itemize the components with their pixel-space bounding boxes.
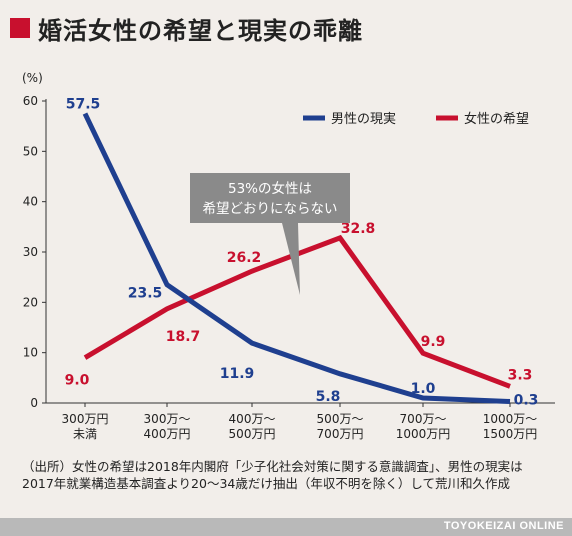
- y-tick-label: 50: [23, 144, 38, 158]
- title-bar: 婚活女性の希望と現実の乖離: [10, 10, 363, 46]
- callout-text: 53%の女性は: [228, 180, 312, 197]
- x-tick-label: 1500万円: [483, 427, 538, 441]
- data-label: 9.9: [421, 334, 446, 350]
- page-title: 婚活女性の希望と現実の乖離: [38, 16, 363, 45]
- footer-brand: TOYOKEIZAI ONLINE: [443, 520, 564, 532]
- x-tick-label: 未満: [73, 427, 97, 441]
- data-label: 18.7: [166, 329, 201, 345]
- data-label: 11.9: [220, 366, 255, 382]
- y-tick-label: 60: [23, 94, 38, 108]
- x-tick-label: 500万～: [317, 412, 364, 426]
- data-label: 57.5: [66, 97, 101, 113]
- data-label: 32.8: [341, 221, 376, 237]
- data-label: 9.0: [65, 373, 90, 389]
- y-unit-label: (%): [22, 71, 43, 85]
- x-tick-label: 700万円: [317, 427, 364, 441]
- data-label: 5.8: [316, 389, 341, 405]
- x-tick-label: 300万～: [144, 412, 191, 426]
- source-note: （出所）女性の希望は2018年内閣府「少子化社会対策に関する意識調査」、男性の現…: [22, 459, 523, 491]
- x-tick-label: 400万～: [229, 412, 276, 426]
- data-label: 26.2: [227, 250, 262, 266]
- y-tick-label: 0: [30, 396, 38, 410]
- y-tick-label: 40: [23, 195, 38, 209]
- x-tick-label: 300万円: [62, 412, 109, 426]
- y-tick-label: 30: [23, 245, 38, 259]
- x-tick-label: 400万円: [144, 427, 191, 441]
- legend-label: 女性の希望: [464, 111, 529, 127]
- footer-bar: TOYOKEIZAI ONLINE: [0, 518, 572, 536]
- data-label: 3.3: [508, 367, 533, 383]
- callout-text: 希望どおりにならない: [203, 201, 338, 217]
- x-tick-label: 1000万～: [483, 412, 538, 426]
- data-label: 1.0: [411, 381, 436, 397]
- data-label: 0.3: [514, 392, 539, 408]
- legend-label: 男性の現実: [331, 111, 396, 127]
- y-tick-label: 10: [23, 346, 38, 360]
- callout-box: [190, 173, 350, 295]
- line-chart: (%)0102030405060300万円未満300万～400万円400万～50…: [22, 71, 555, 441]
- data-label: 23.5: [128, 286, 163, 302]
- x-tick-label: 500万円: [229, 427, 276, 441]
- y-tick-label: 20: [23, 295, 38, 309]
- x-tick-label: 700万～: [400, 412, 447, 426]
- x-tick-label: 1000万円: [396, 427, 451, 441]
- series-line-male-reality: [82, 112, 511, 404]
- title-marker: [10, 18, 30, 38]
